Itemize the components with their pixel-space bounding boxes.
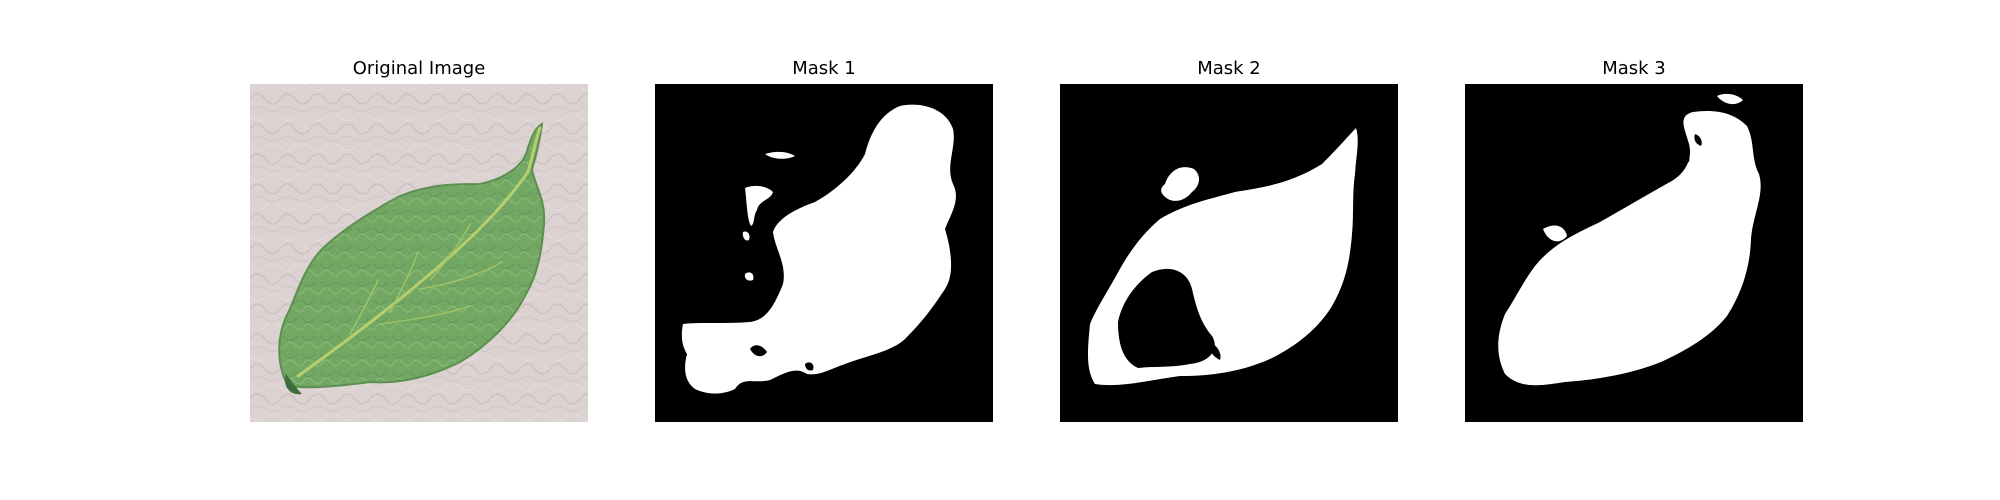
panel-title: Original Image: [352, 58, 486, 79]
mask-3-image: [1465, 84, 1803, 422]
mask-2: [1060, 84, 1398, 422]
mask-1-image: [655, 84, 993, 422]
panel-mask-3: Mask 3: [1465, 0, 1803, 500]
mask-3: [1465, 84, 1803, 422]
panel-title: Mask 3: [1602, 58, 1666, 79]
mask-2-image: [1060, 84, 1398, 422]
panel-original: Original Image: [250, 0, 588, 500]
panel-mask-1: Mask 1: [655, 0, 993, 500]
panel-title: Mask 1: [792, 58, 856, 79]
panel-title: Mask 2: [1197, 58, 1261, 79]
panel-mask-2: Mask 2: [1060, 0, 1398, 500]
leaf-photo: [250, 84, 588, 422]
original-image: [250, 84, 588, 422]
mask-1: [655, 84, 993, 422]
